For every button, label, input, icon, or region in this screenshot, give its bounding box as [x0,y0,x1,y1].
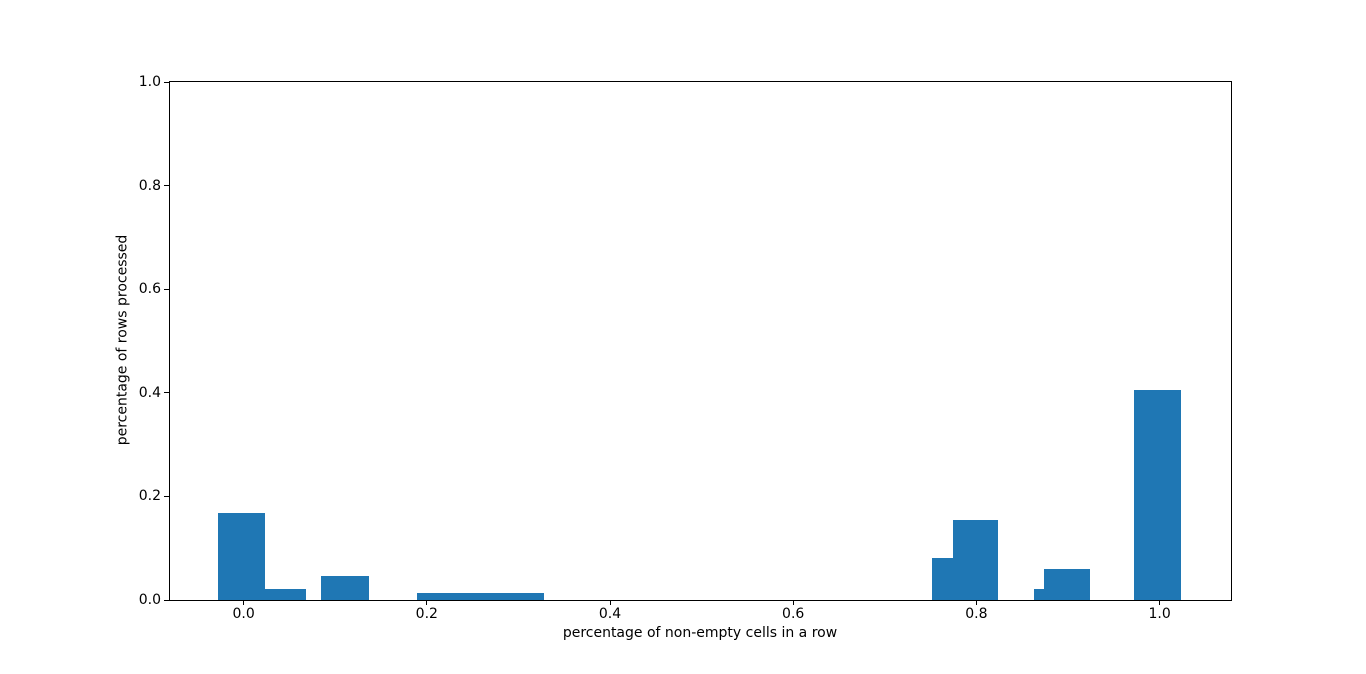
histogram-bar [932,557,954,600]
y-tick-label: 0.2 [138,488,161,505]
y-tick-mark [164,288,169,290]
x-tick-label: 0.6 [782,606,805,622]
y-axis-label: percentage of rows processed [114,234,131,446]
x-tick-label: 0.0 [232,606,255,622]
y-tick-mark [164,81,169,83]
x-tick-mark [609,600,611,605]
histogram-bar [1044,569,1091,600]
histogram-bar [218,512,265,600]
x-tick-mark [243,600,245,605]
y-tick-label: 0.8 [138,177,161,194]
y-tick-label: 0.4 [138,384,161,401]
x-tick-label: 0.4 [598,606,622,622]
y-tick-label: 1.0 [138,74,161,90]
y-tick-label: 0.0 [138,592,161,608]
histogram-bar [264,588,306,600]
histogram-bar [953,520,999,600]
histogram-bar [1034,588,1045,600]
x-tick-mark [792,600,794,605]
histogram-bar [1134,390,1182,600]
y-tick-mark [164,392,169,394]
histogram-bar [417,593,545,600]
x-tick-label: 0.8 [965,606,988,622]
x-tick-mark [975,600,977,605]
x-tick-mark [426,600,428,605]
y-tick-mark [164,495,169,497]
x-axis-label: percentage of non-empty cells in a row [562,625,838,641]
y-tick-mark [164,599,169,601]
y-tick-label: 0.6 [138,281,161,298]
x-tick-label: 0.2 [415,606,438,622]
plot-area [169,81,1232,601]
y-tick-mark [164,185,169,187]
x-tick-mark [1159,600,1161,605]
x-tick-label: 1.0 [1148,606,1171,622]
histogram-bar [321,575,369,600]
